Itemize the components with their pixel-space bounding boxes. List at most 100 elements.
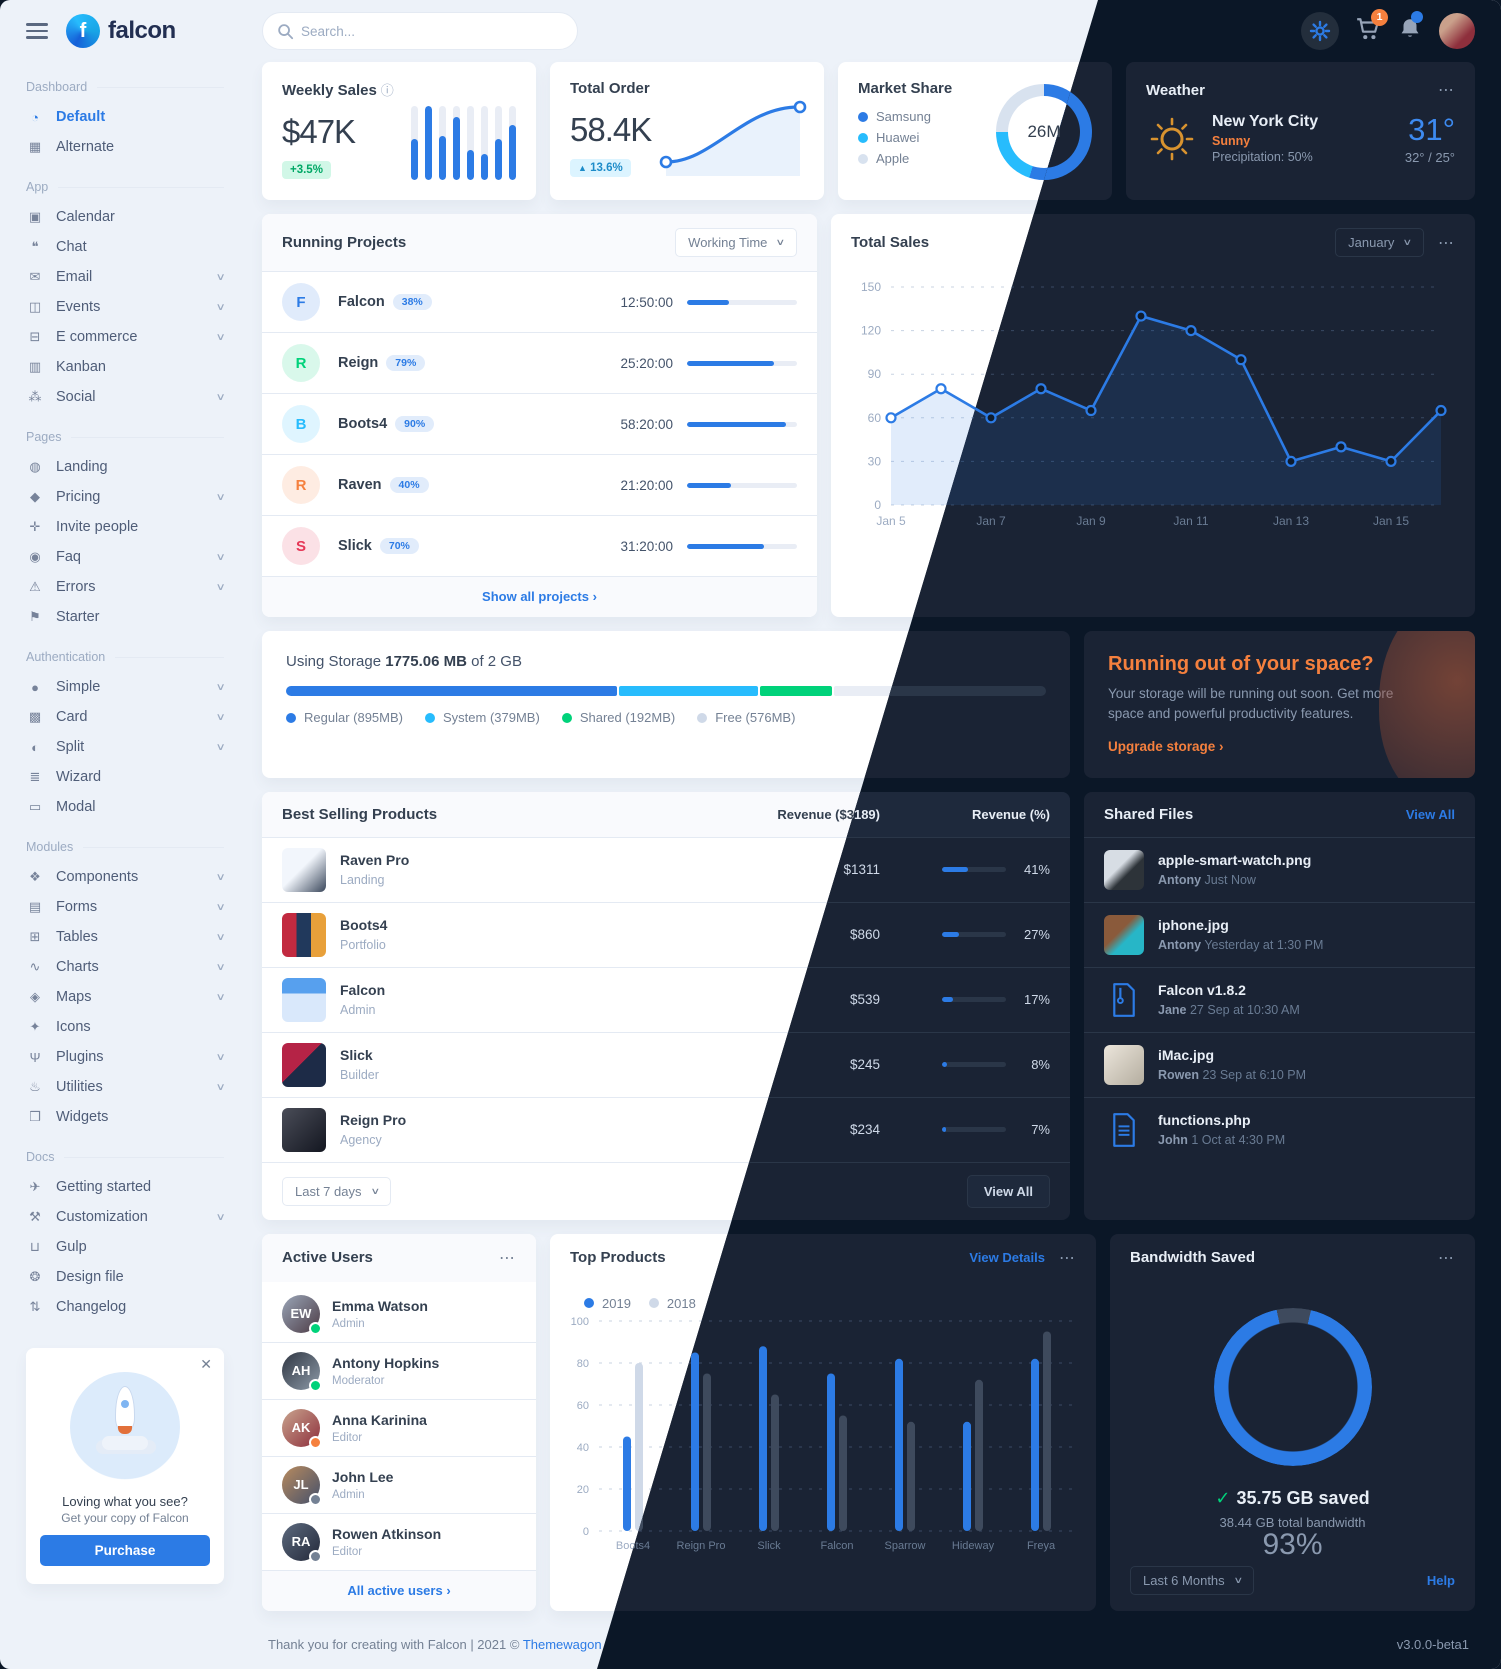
palette-icon: ❂ [29, 1269, 41, 1284]
sidebar-item-split[interactable]: ◐Split∨ [26, 732, 225, 762]
more-options-icon[interactable]: ⋯ [499, 1249, 516, 1267]
sidebar-item-social[interactable]: ⁂Social∨ [26, 382, 226, 412]
svg-text:0: 0 [583, 1526, 589, 1538]
sidebar-item-components[interactable]: ❖Components∨ [26, 862, 226, 892]
sidebar-item-maps[interactable]: ◈Maps∨ [26, 982, 225, 1012]
sidebar-item-customization[interactable]: ⚒Customization∨ [26, 1202, 225, 1232]
search-input[interactable] [262, 12, 578, 50]
more-options-icon[interactable]: ⋯ [1438, 234, 1455, 252]
more-options-icon[interactable]: ⋯ [1438, 82, 1455, 99]
project-time: 21:20:00 [620, 477, 673, 493]
sidebar-item-widgets[interactable]: ❒Widgets [26, 1102, 224, 1132]
settings-gear-icon[interactable] [1301, 12, 1339, 50]
project-progress-badge: 38% [392, 294, 432, 310]
sidebar-item-pricing[interactable]: ◆Pricing∨ [26, 482, 226, 512]
project-progress-bar [687, 421, 797, 427]
themewagon-link[interactable]: Themewagon [522, 1636, 602, 1652]
all-active-users-link[interactable]: All active users › [347, 1582, 451, 1598]
status-dot [309, 1321, 322, 1335]
sidebar-item-tables[interactable]: ⊞Tables∨ [26, 922, 226, 952]
sidebar-item-forms[interactable]: ▤Forms∨ [26, 892, 226, 922]
svg-text:0: 0 [874, 498, 881, 512]
sidebar-item-email[interactable]: ✉Email∨ [26, 262, 226, 292]
show-all-projects-link[interactable]: Show all projects › [482, 589, 597, 604]
last-7-days-select[interactable]: Last 7 days∨ [282, 1176, 392, 1206]
sidebar-item-card[interactable]: ▩Card∨ [26, 702, 226, 732]
project-progress-badge: 90% [395, 416, 435, 432]
sidebar-item-changelog[interactable]: ⇅Changelog [26, 1292, 224, 1322]
sidebar-item-calendar[interactable]: ▣Calendar [26, 202, 224, 232]
search-icon [278, 24, 294, 40]
project-time: 25:20:00 [620, 355, 673, 371]
month-select[interactable]: January∨ [1335, 228, 1424, 257]
sidebar-item-design-file[interactable]: ❂Design file [26, 1262, 224, 1292]
more-options-icon[interactable]: ⋯ [1438, 1249, 1455, 1267]
sidebar-item-charts[interactable]: ∿Charts∨ [26, 952, 226, 982]
user-avatar[interactable] [1439, 13, 1475, 49]
sidebar-item-icons[interactable]: ✦Icons [26, 1012, 224, 1042]
shared-files-view-all-link[interactable]: View All [1405, 806, 1455, 822]
status-dot [309, 1492, 322, 1506]
revenue-pct: 27% [1023, 927, 1050, 942]
sidebar-item-alternate[interactable]: ▦Alternate [26, 132, 224, 162]
sidebar-item-gulp[interactable]: ⊔Gulp [26, 1232, 224, 1262]
chevron-down-icon: ∨ [215, 681, 226, 693]
sidebar-item-getting-started[interactable]: ✈Getting started [26, 1172, 224, 1202]
split-icon: ◐ [31, 739, 39, 755]
card-icon: ▩ [28, 709, 42, 724]
svg-text:Reign Pro: Reign Pro [677, 1540, 726, 1552]
question-icon: ◉ [29, 549, 41, 564]
weekly-sales-bar-chart [411, 106, 516, 180]
sidebar-item-utilities[interactable]: ♨Utilities∨ [26, 1072, 225, 1102]
close-icon[interactable]: ✕ [200, 1356, 212, 1372]
falcon-logo-icon: f [66, 14, 100, 48]
sidebar-item-events[interactable]: ◫Events∨ [26, 292, 226, 322]
product-revenue: $1311 [843, 862, 880, 877]
shared-files-card: Shared Files View All apple-smart-watch.… [1084, 791, 1475, 1220]
shopping-cart-icon[interactable]: 1 [1355, 8, 1388, 47]
shared-files-title: Shared Files [1104, 805, 1194, 823]
sidebar-item-ecommerce[interactable]: ⊟E commerce∨ [26, 322, 226, 352]
svg-text:Freya: Freya [1027, 1540, 1056, 1552]
nav-section-title-dashboard: Dashboard [26, 80, 224, 94]
help-link[interactable]: Help [1426, 1572, 1455, 1588]
sidebar-item-default[interactable]: ◔Default [26, 102, 224, 132]
notifications-bell-icon[interactable] [1397, 10, 1423, 47]
sidebar-item-faq[interactable]: ◉Faq∨ [26, 542, 225, 572]
upgrade-storage-link[interactable]: Upgrade storage › [1108, 738, 1224, 754]
caret-up-icon: ▲ [578, 163, 587, 173]
project-avatar: B [282, 405, 320, 443]
sidebar-item-starter[interactable]: ⚑Starter [26, 602, 224, 632]
last-6-months-select[interactable]: Last 6 Months∨ [1130, 1565, 1255, 1595]
project-avatar: R [282, 466, 320, 504]
view-all-button[interactable]: View All [966, 1174, 1050, 1208]
chevron-down-icon: ∨ [215, 871, 226, 883]
nav-section-title-docs: Docs [26, 1150, 224, 1164]
view-details-link[interactable]: View Details [969, 1250, 1045, 1265]
sidebar-item-landing[interactable]: ◍Landing [26, 452, 224, 482]
sidebar-item-wizard[interactable]: ≣Wizard [26, 762, 224, 792]
chevron-down-icon: ∨ [215, 491, 226, 503]
sidebar-item-errors[interactable]: ⚠Errors∨ [26, 572, 225, 602]
puzzle-icon: ❖ [29, 869, 41, 884]
sidebar-item-chat[interactable]: ❝Chat [26, 232, 224, 262]
purchase-button[interactable]: Purchase [40, 1535, 210, 1566]
product-thumbnail [282, 1042, 326, 1087]
top-bar: 1 [597, 0, 1475, 62]
sidebar-item-invite-people[interactable]: ✛Invite people [26, 512, 224, 542]
project-time: 58:20:00 [620, 416, 673, 432]
project-progress-bar [687, 543, 797, 549]
hamburger-menu-icon[interactable] [26, 23, 48, 39]
sidebar-item-modal[interactable]: ▭Modal [26, 792, 224, 822]
arrow-right-icon: › [1219, 738, 1224, 754]
chevron-down-icon: ∨ [215, 1051, 226, 1063]
falcon-logo[interactable]: f falcon [66, 14, 176, 48]
sidebar-item-kanban[interactable]: ▥Kanban [26, 352, 224, 382]
info-icon[interactable]: ⓘ [380, 83, 394, 98]
working-time-select[interactable]: Working Time∨ [675, 228, 797, 257]
more-options-icon[interactable]: ⋯ [1059, 1249, 1076, 1267]
sidebar-item-simple[interactable]: ●Simple∨ [26, 672, 226, 702]
